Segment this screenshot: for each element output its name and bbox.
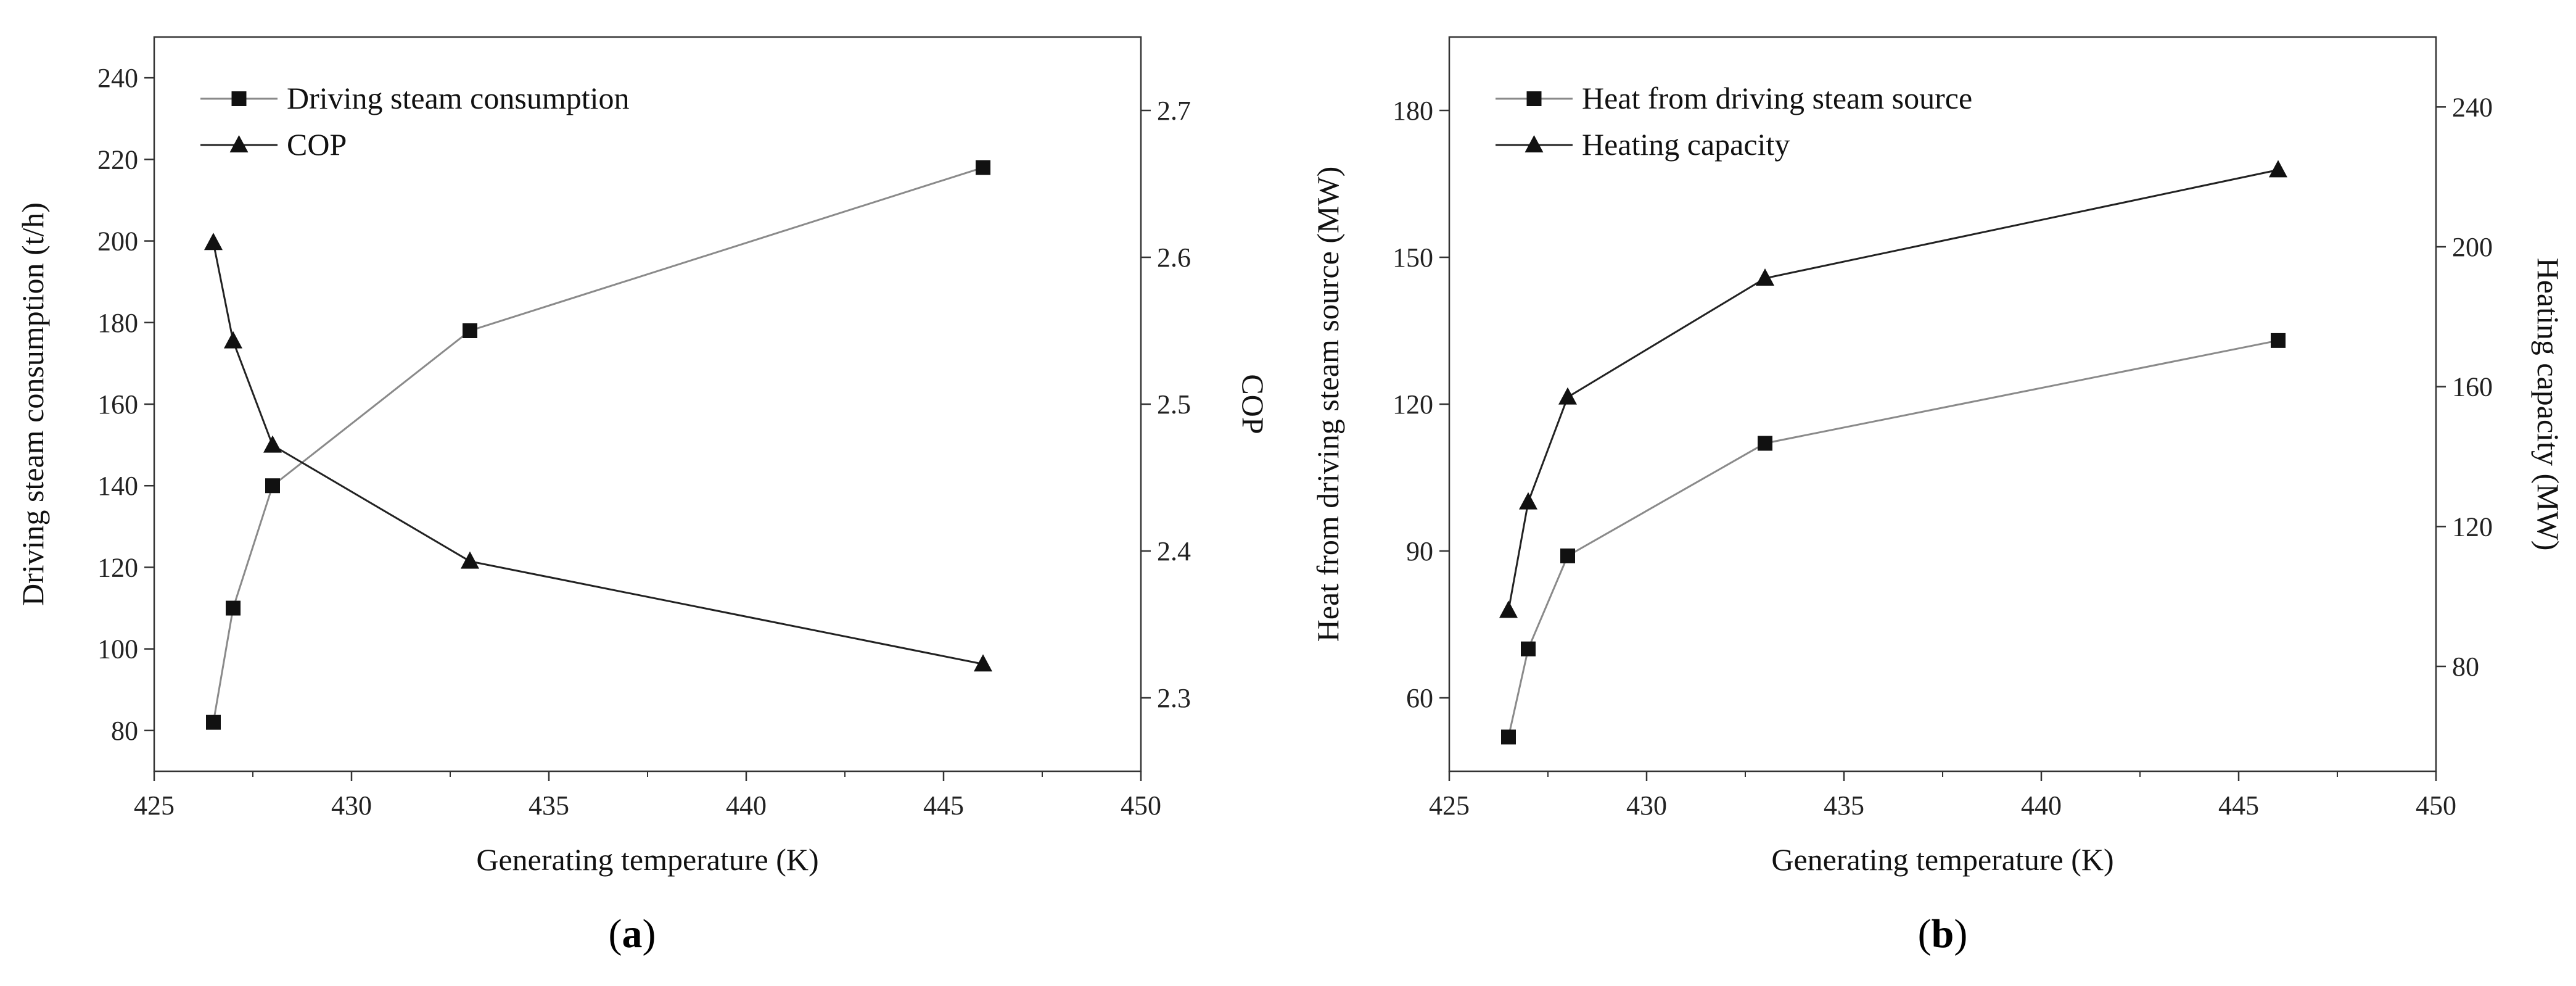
triangle-marker [2269, 160, 2287, 178]
y-right-tick-label: 2.5 [1157, 389, 1191, 420]
x-axis-title: Generating temperature (K) [1771, 842, 2113, 877]
y-right-tick-label: 240 [2452, 92, 2493, 122]
legend-label: COP [287, 127, 347, 162]
square-marker [1501, 729, 1516, 745]
y-left-tick-label: 140 [97, 471, 138, 501]
y-right-tick-label: 2.7 [1157, 96, 1191, 126]
series-heat-from-driving-steam-source [1501, 333, 2286, 745]
triangle-marker [1756, 268, 1774, 286]
x-tick-label: 430 [331, 790, 372, 821]
legend-marker [1525, 135, 1544, 152]
chart-panel-a: 425 430 435 440 445 450 80 100 120 140 160 180 200 22… [15, 36, 1270, 956]
square-marker [226, 600, 241, 616]
x-tick-label: 425 [134, 790, 175, 821]
panel-label: (b) [1918, 911, 1968, 956]
chart-panel-b: 425 430 435 440 445 450 60 90 120 150 180 80 120 160 2… [1311, 36, 2566, 956]
y-right-tick-label: 160 [2452, 372, 2493, 402]
x-tick-label: 440 [726, 790, 767, 821]
legend: Driving steam consumption COP [200, 81, 630, 162]
triangle-marker [204, 233, 223, 251]
square-marker [1560, 548, 1575, 563]
panel-label: (a) [609, 911, 656, 956]
y-left-tick-label: 80 [111, 716, 138, 746]
y-left-tick-label: 160 [97, 389, 138, 420]
legend-label: Heat from driving steam source [1582, 81, 1972, 115]
triangle-marker [263, 435, 282, 453]
legend: Heat from driving steam source Heating ca… [1496, 81, 1972, 162]
triangle-marker [1558, 387, 1577, 405]
series-line [1507, 339, 2279, 737]
y-left-tick-label: 200 [97, 226, 138, 257]
x-axis-title: Generating temperature (K) [476, 842, 818, 877]
y-left-axis-title: Driving steam consumption (t/h) [15, 202, 50, 606]
triangle-marker [461, 551, 479, 569]
x-tick-label: 435 [529, 790, 569, 821]
triangle-marker [224, 331, 242, 349]
legend-marker [1526, 91, 1542, 106]
triangle-marker [1499, 600, 1518, 618]
y-right-tick-label: 80 [2452, 652, 2479, 682]
y-right-axis-title: Heating capacity (MW) [2531, 258, 2566, 551]
square-marker [206, 715, 221, 730]
y-right-axis-title: COP [1236, 374, 1270, 434]
y-right-tick-label: 2.6 [1157, 242, 1191, 273]
y-left-tick-label: 90 [1406, 536, 1433, 566]
x-tick-label: 445 [923, 790, 964, 821]
y-left-axis-title: Heat from driving steam source (MW) [1311, 167, 1345, 642]
triangle-marker [1519, 492, 1537, 510]
y-left-tick-label: 150 [1393, 242, 1433, 273]
y-left-tick-label: 180 [1393, 96, 1433, 126]
y-right-tick-label: 2.4 [1157, 536, 1191, 566]
y-right-tick-label: 120 [2452, 512, 2493, 542]
y-left-tick-label: 240 [97, 63, 138, 93]
series-line [1507, 168, 2279, 611]
square-marker [1758, 436, 1772, 451]
x-tick-label: 450 [1121, 790, 1161, 821]
x-tick-label: 445 [2218, 790, 2259, 821]
y-left-tick-label: 120 [97, 552, 138, 582]
y-right-tick-label: 2.3 [1157, 683, 1191, 713]
legend-marker [229, 135, 249, 152]
square-marker [976, 160, 990, 175]
triangle-marker [974, 654, 992, 672]
x-tick-label: 425 [1429, 790, 1470, 821]
square-marker [265, 478, 280, 494]
y-left-tick-label: 60 [1406, 683, 1433, 713]
series-heating-capacity [1499, 160, 2287, 618]
square-marker [2271, 333, 2286, 348]
x-tick-label: 450 [2416, 790, 2456, 821]
legend-label: Heating capacity [1582, 127, 1790, 162]
series-cop [204, 233, 992, 672]
y-left-tick-label: 180 [97, 308, 138, 338]
x-tick-label: 435 [1824, 790, 1864, 821]
y-right-tick-label: 200 [2452, 232, 2493, 262]
series-line [212, 167, 984, 723]
legend-marker [231, 91, 247, 106]
series-driving-steam-consumption [206, 160, 990, 730]
y-left-tick-label: 100 [97, 634, 138, 665]
y-left-tick-label: 220 [97, 144, 138, 175]
y-left-tick-label: 120 [1393, 389, 1433, 420]
square-marker [1521, 641, 1536, 657]
x-tick-label: 440 [2021, 790, 2062, 821]
series-line [212, 242, 984, 665]
legend-label: Driving steam consumption [287, 81, 630, 115]
square-marker [463, 323, 477, 338]
x-tick-label: 430 [1626, 790, 1667, 821]
